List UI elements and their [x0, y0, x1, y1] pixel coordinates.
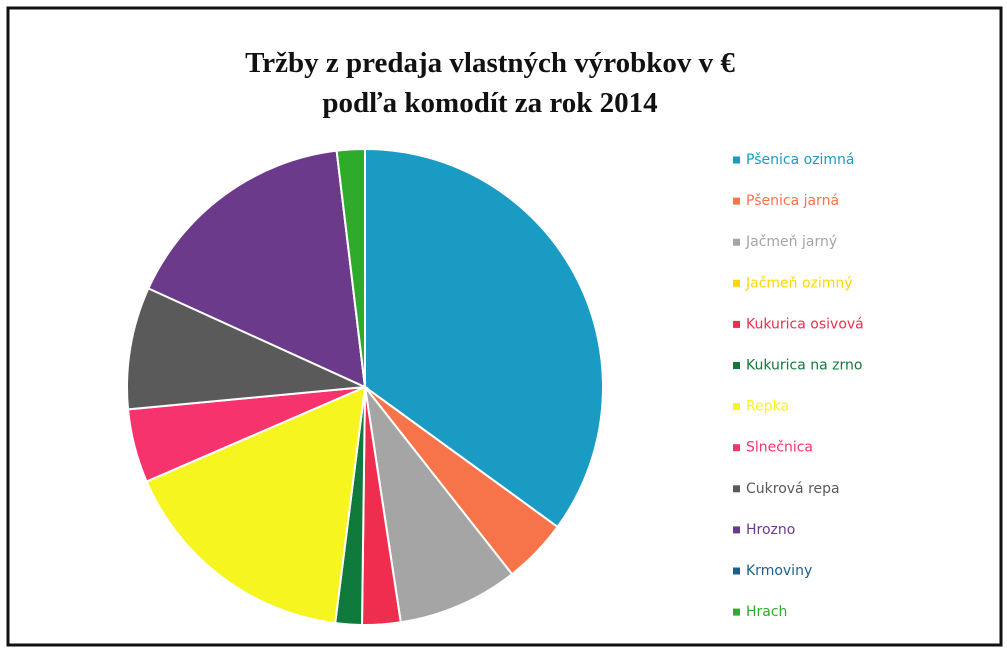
pie-slice [145, 385, 367, 625]
legend-swatch [733, 403, 740, 411]
legend-swatch [733, 320, 740, 328]
legend-label: Krmoviny [746, 563, 812, 579]
pie-slice [147, 149, 367, 389]
legend-swatch [733, 197, 740, 205]
legend-swatch [733, 485, 740, 493]
legend-label: Hrozno [746, 522, 795, 538]
legend-swatch [733, 279, 740, 287]
pie-slice [126, 287, 369, 411]
legend-label: Hrach [746, 604, 787, 620]
legend-label: Pšenica jarná [746, 193, 839, 209]
pie-slice [363, 383, 514, 624]
legend-swatch [733, 156, 740, 164]
legend-swatch [733, 444, 740, 452]
legend-swatch [733, 526, 740, 534]
chart-title: podľa komodít za rok 2014 [322, 87, 657, 119]
legend-swatch [733, 567, 740, 575]
legend-swatch [733, 238, 740, 246]
legend-label: Pšenica ozimná [746, 152, 855, 168]
legend-label: Slnečnica [746, 440, 813, 456]
legend-label: Cukrová repa [746, 481, 840, 497]
pie-slice [364, 147, 604, 529]
legend-label: Kukurica na zrno [746, 358, 862, 374]
legend-swatch [733, 362, 740, 369]
legend-label: Jačmeň ozimný [745, 275, 853, 291]
legend-label: Repka [746, 399, 789, 415]
chart-title: Tržby z predaja vlastných výrobkov v € [245, 47, 735, 79]
legend-swatch [733, 608, 740, 616]
pie-slice [335, 147, 366, 388]
legend-label: Jačmeň jarný [745, 234, 837, 250]
legend-label: Kukurica osivová [746, 316, 864, 332]
